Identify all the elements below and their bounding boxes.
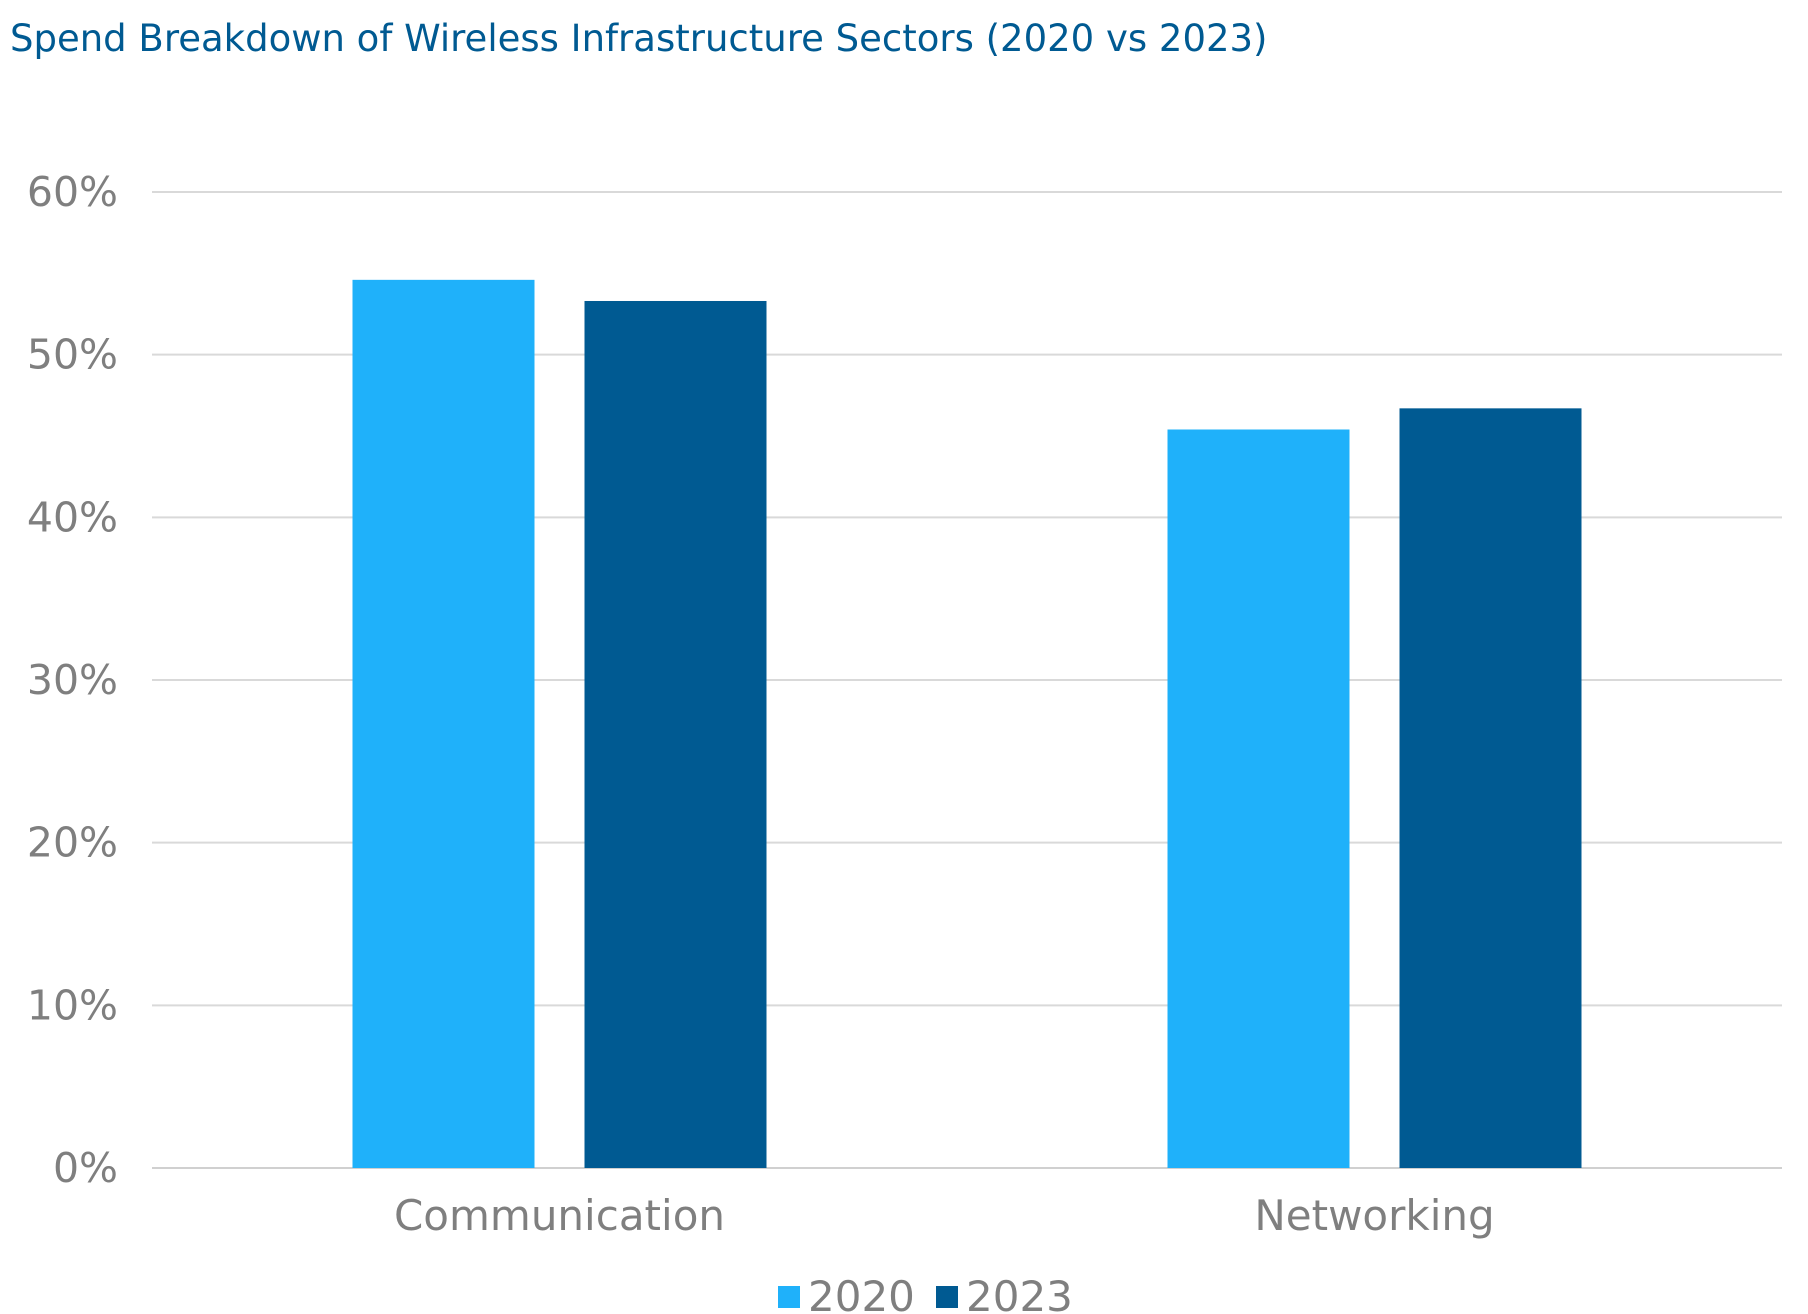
y-tick-label: 40% — [27, 493, 118, 541]
bars — [352, 279, 1582, 1169]
bar-2023-communication — [584, 300, 767, 1168]
y-tick-label: 0% — [53, 1144, 118, 1192]
legend: 2020 2023 — [778, 1272, 1073, 1314]
bar-2020-communication — [352, 279, 535, 1169]
y-tick-label: 60% — [27, 168, 118, 216]
legend-label: 2023 — [966, 1272, 1073, 1314]
legend-swatch-2020 — [778, 1286, 800, 1308]
x-category-label: Communication — [394, 1191, 725, 1240]
legend-swatch-2023 — [936, 1286, 958, 1308]
y-tick-label: 10% — [27, 981, 118, 1029]
y-axis-tick-labels: 0% 10% 20% 30% 40% 50% 60% — [27, 168, 118, 1192]
chart-title: Spend Breakdown of Wireless Infrastructu… — [10, 17, 1268, 60]
y-tick-label: 20% — [27, 819, 118, 867]
bar-2023-networking — [1399, 408, 1582, 1168]
y-tick-label: 30% — [27, 656, 118, 704]
x-category-label: Networking — [1254, 1191, 1494, 1240]
legend-label: 2020 — [808, 1272, 915, 1314]
bar-2020-networking — [1167, 429, 1350, 1168]
x-axis-category-labels: Communication Networking — [394, 1191, 1495, 1240]
y-tick-label: 50% — [27, 331, 118, 379]
